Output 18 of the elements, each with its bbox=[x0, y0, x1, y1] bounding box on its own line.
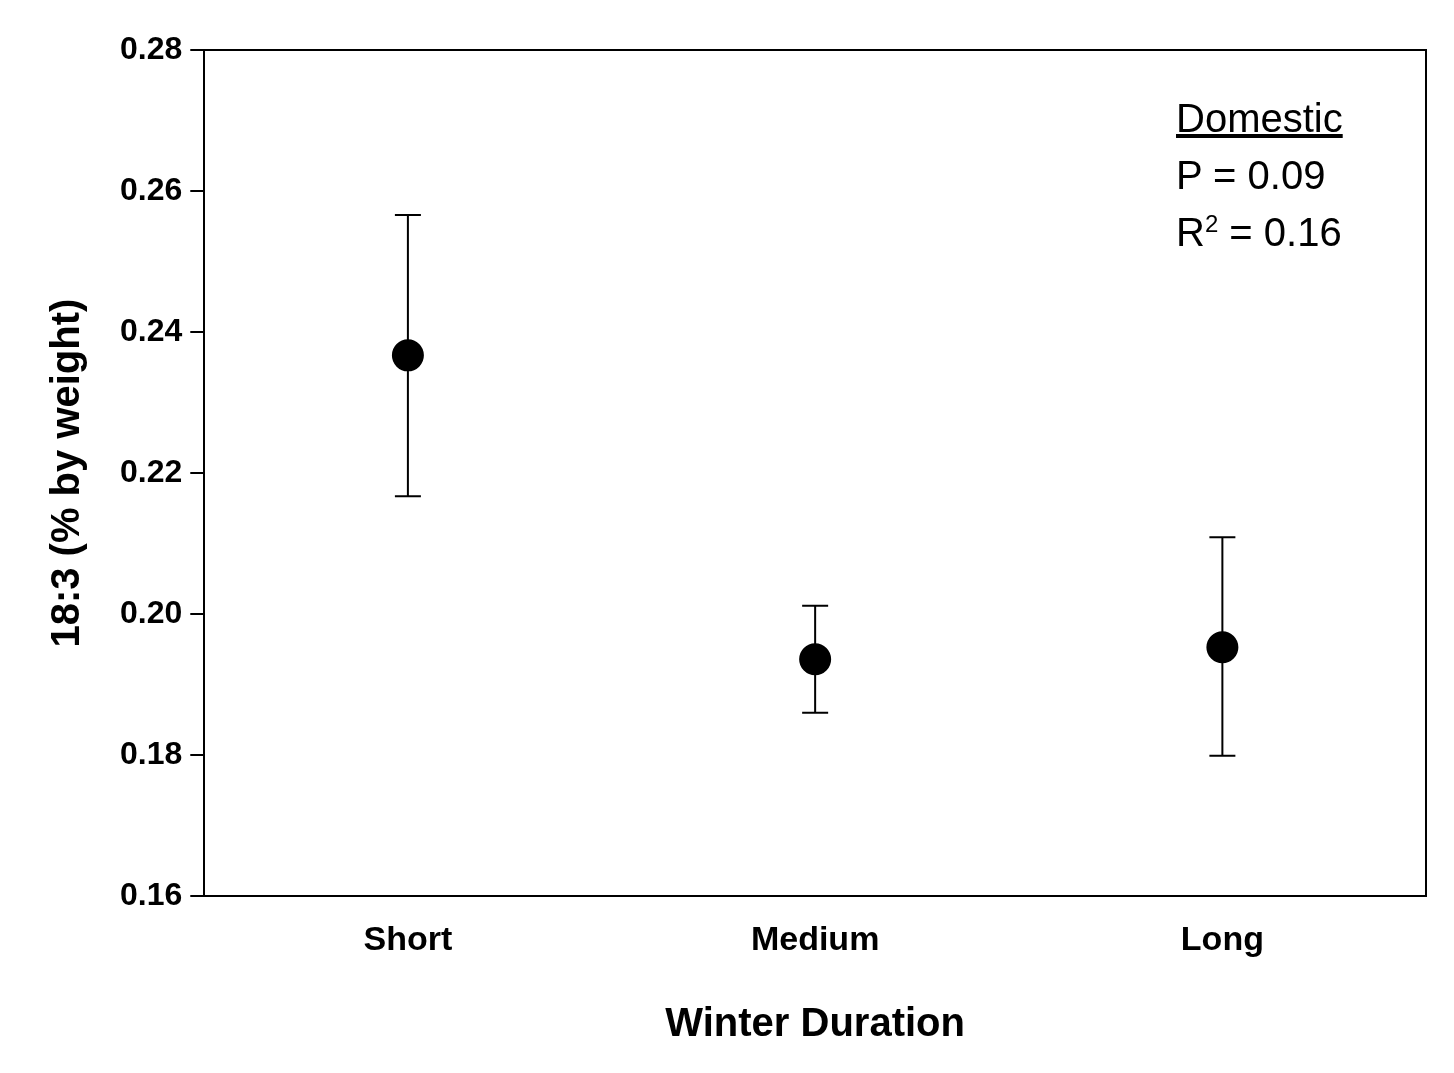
y-tick-label: 0.24 bbox=[120, 311, 183, 348]
x-tick-label: Long bbox=[1180, 918, 1264, 957]
annotation: P = 0.09 bbox=[1176, 152, 1327, 199]
point bbox=[1206, 631, 1239, 664]
y-tick-label: 0.18 bbox=[120, 734, 183, 771]
annotation: Domestic bbox=[1176, 95, 1343, 142]
y-axis-title: 18:3 (% by weight) bbox=[43, 298, 88, 648]
annotation: R$^{2}$ = 0.16 bbox=[1176, 208, 1343, 256]
y-tick-label: 0.26 bbox=[120, 170, 183, 207]
x-tick-label: Short bbox=[363, 918, 453, 957]
y-tick-label: 0.16 bbox=[120, 876, 183, 913]
point bbox=[799, 643, 832, 676]
y-tick-label: 0.22 bbox=[120, 452, 183, 489]
y-tick-label: 0.28 bbox=[120, 29, 183, 66]
y-tick-label: 0.20 bbox=[120, 593, 183, 630]
x-axis-title: Winter Duration bbox=[665, 1000, 965, 1045]
point bbox=[391, 339, 424, 372]
x-tick-label: Medium bbox=[750, 918, 880, 957]
